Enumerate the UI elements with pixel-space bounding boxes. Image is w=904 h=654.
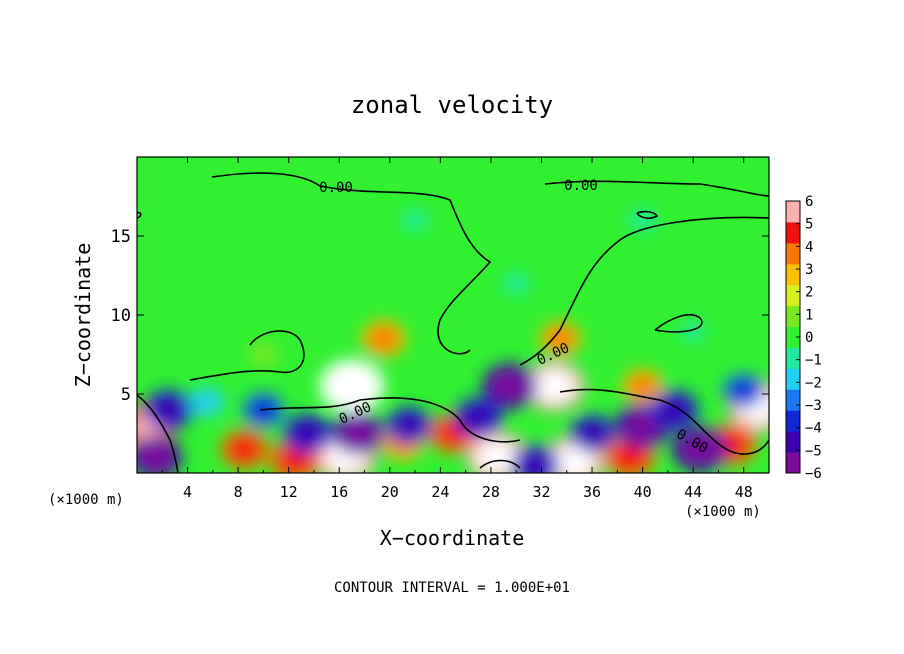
field-blob-core [612,443,648,472]
chart-title: zonal velocity [351,91,553,119]
x-axis-label: X−coordinate [380,526,525,550]
field-blob-core [552,445,595,473]
field-blob [312,288,341,311]
field-blob-core [729,379,758,403]
colorbar-tick-label: 2 [805,285,813,301]
x-axis: 4 8 12 16 20 24 28 32 36 40 44 48 [161,157,753,501]
field-blob-core [291,420,325,447]
field-blob-core [546,327,575,351]
zero-contours [137,172,769,473]
field-blob-core [628,374,657,398]
colorbar-tick-label: −3 [805,398,822,414]
y-tick-label: 10 [111,306,131,326]
field-blob [502,272,530,295]
field-blob-core [227,436,261,463]
velocity-field [137,209,769,473]
field-blob-core [576,421,608,446]
field-blob [628,209,657,232]
colorbar-tick-label: 6 [805,194,813,210]
x-tick-label: 4 [183,483,192,501]
colorbar-swatch [786,452,800,474]
field-blob-core [623,410,662,441]
field-blob-core [518,451,552,473]
field-blob-core [152,396,186,423]
colorbar-swatch [786,305,800,328]
field-blob-core [329,368,375,404]
colorbar-swatch [786,221,800,244]
colorbar-swatch [786,201,800,223]
colorbar-swatch [786,284,800,307]
colorbar-tick-label: −2 [805,375,822,391]
field-blob [188,387,225,417]
field-blob-core [340,419,376,448]
y-tick-label: 5 [121,385,131,405]
contour-interval-footer: CONTOUR INTERVAL = 1.000E+01 [334,580,570,596]
field-blob [401,209,429,232]
contour-label: 0.00 [319,180,353,196]
colorbar-tick-label: −5 [805,443,822,459]
field-blob-core [461,404,495,431]
y-axis-label: Z−coordinate [71,243,95,388]
field-blob-core [657,396,691,423]
field-blob-core [680,434,719,465]
y-tick-label: 15 [111,227,131,247]
field-blob-core [368,326,399,352]
colorbar-swatch [786,368,800,390]
x-tick-label: 28 [482,483,500,501]
x-tick-label: 20 [381,483,399,501]
colorbar-swatch [786,242,800,265]
colorbar: 6 5 4 3 2 1 0 −1 −2 −3 −4 −5 −6 [785,194,822,482]
x-unit-right: (×1000 m) [685,504,761,520]
plot-area: 0.00 0.00 0.00 0.00 0.00 4 8 12 16 20 24 28 32 3… [111,156,770,501]
colorbar-tick-label: −4 [805,421,822,437]
x-tick-label: 24 [431,483,449,501]
x-unit-left: (×1000 m) [48,492,124,508]
colorbar-swatch [786,263,800,286]
field-blob [680,320,706,342]
colorbar-tick-label: 0 [805,330,813,346]
colorbar-tick-label: 3 [805,262,813,278]
y-axis: 5 10 15 [111,227,769,405]
colorbar-tick-label: −6 [805,466,822,482]
colorbar-swatch [786,410,800,432]
colorbar-tick-label: 4 [805,239,813,255]
field-blob-core [491,371,529,402]
colorbar-tick-label: −1 [805,353,822,369]
colorbar-swatch [786,431,800,453]
colorbar-swatch [786,389,800,411]
x-tick-label: 32 [532,483,550,501]
colorbar-tick-label: 1 [805,307,813,323]
x-tick-label: 44 [684,483,702,501]
field-blob-core [533,369,576,403]
x-tick-label: 40 [634,483,652,501]
x-tick-label: 12 [280,483,298,501]
field-blob-core [393,413,425,438]
field-blob [248,342,279,367]
x-tick-label: 16 [330,483,348,501]
field-blob-core [476,440,519,473]
x-tick-label: 48 [735,483,753,501]
x-tick-label: 36 [583,483,601,501]
field-blob-core [138,443,174,472]
contour-label: 0.00 [564,178,598,194]
colorbar-tick-label: 5 [805,217,813,233]
colorbar-swatch [786,347,800,369]
x-tick-label: 8 [234,483,243,501]
colorbar-swatch [786,326,800,348]
